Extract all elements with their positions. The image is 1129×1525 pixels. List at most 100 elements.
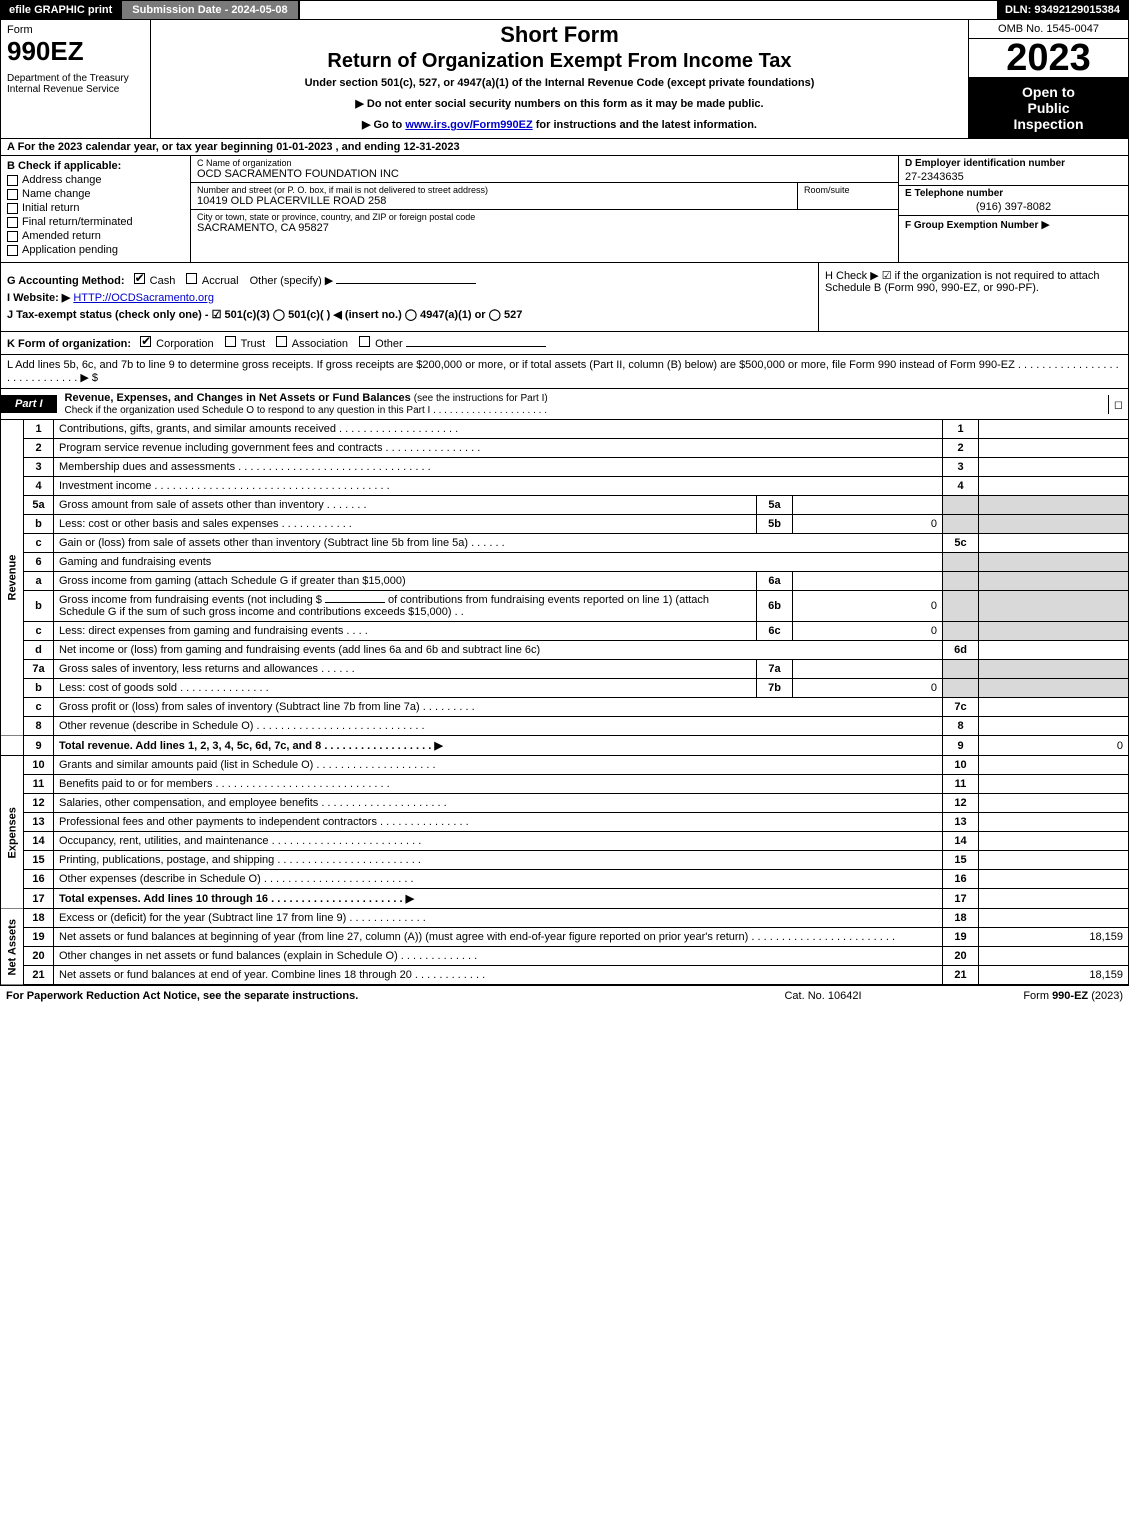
l15-num: 15 [24,851,54,870]
chk-final[interactable]: Final return/terminated [7,216,184,228]
tax-year: 2023 [969,39,1128,78]
l9-desc: Total revenue. Add lines 1, 2, 3, 4, 5c,… [54,736,943,756]
line-3: 3 Membership dues and assessments . . . … [1,458,1129,477]
chk-trust[interactable] [225,336,236,347]
l20-val [979,947,1129,966]
irs-link[interactable]: www.irs.gov/Form990EZ [405,119,532,131]
e-phone: E Telephone number (916) 397-8082 [899,186,1128,216]
l6c-sub: 6c [757,622,793,641]
c-name-value: OCD SACRAMENTO FOUNDATION INC [197,168,892,180]
chk-final-label: Final return/terminated [22,216,133,228]
l5b-sub: 5b [757,515,793,534]
l15-val [979,851,1129,870]
gh-left: G Accounting Method: Cash Accrual Other … [1,263,818,331]
l1-desc: Contributions, gifts, grants, and simila… [54,420,943,439]
part1-checkbox[interactable]: ◻ [1108,395,1128,414]
l4-ref: 4 [943,477,979,496]
l20-ref: 20 [943,947,979,966]
e-phone-value: (916) 397-8082 [905,201,1122,213]
l7c-ref: 7c [943,698,979,717]
l13-val [979,813,1129,832]
chk-other[interactable] [359,336,370,347]
l17-num: 17 [24,889,54,909]
chk-assoc[interactable] [276,336,287,347]
l18-ref: 18 [943,909,979,928]
part1-tag: Part I [1,395,57,413]
chk-corp[interactable] [140,336,151,347]
l5c-num: c [24,534,54,553]
g-label: G Accounting Method: [7,275,125,287]
l6-grey [943,553,979,572]
line-6a: a Gross income from gaming (attach Sched… [1,572,1129,591]
chk-address-label: Address change [22,174,102,186]
line-14: 14Occupancy, rent, utilities, and mainte… [1,832,1129,851]
g-other-field[interactable] [336,283,476,284]
l15-ref: 15 [943,851,979,870]
submission-date: Submission Date - 2024-05-08 [120,1,299,19]
line-19: 19Net assets or fund balances at beginni… [1,928,1129,947]
k-label: K Form of organization: [7,338,131,350]
l6b-sub: 6b [757,591,793,622]
l7c-val [979,698,1129,717]
l6b-blank[interactable] [325,602,385,603]
rev-side-cont [1,736,24,756]
line-21: 21Net assets or fund balances at end of … [1,966,1129,985]
l12-ref: 12 [943,794,979,813]
l6-num: 6 [24,553,54,572]
l8-num: 8 [24,717,54,736]
expenses-side-label: Expenses [1,756,24,909]
l16-num: 16 [24,870,54,889]
goto-tail: for instructions and the latest informat… [536,119,757,131]
l18-num: 18 [24,909,54,928]
l5a-num: 5a [24,496,54,515]
row-g: G Accounting Method: Cash Accrual Other … [7,273,812,287]
l10-desc: Grants and similar amounts paid (list in… [54,756,943,775]
no-ssn-note: ▶ Do not enter social security numbers o… [157,97,962,110]
header-left: Form 990EZ Department of the Treasury In… [1,20,151,138]
c-name-label: C Name of organization [197,158,892,168]
l7b-sub: 7b [757,679,793,698]
l19-ref: 19 [943,928,979,947]
l19-num: 19 [24,928,54,947]
chk-name[interactable]: Name change [7,188,184,200]
l6-desc: Gaming and fundraising events [54,553,943,572]
c-street-value: 10419 OLD PLACERVILLE ROAD 258 [197,195,791,207]
f-group: F Group Exemption Number ▶ [899,216,1128,262]
chk-cash[interactable] [134,273,145,284]
chk-amended[interactable]: Amended return [7,230,184,242]
chk-initial[interactable]: Initial return [7,202,184,214]
footer-form-word: Form [1023,990,1052,1002]
topbar-spacer [300,1,997,19]
open-line1: Open to [973,84,1124,100]
l5b-grey [943,515,979,534]
l5b-num: b [24,515,54,534]
l6c-greyval [979,622,1129,641]
chk-initial-label: Initial return [22,202,79,214]
l3-num: 3 [24,458,54,477]
l6a-subval [793,572,943,591]
l21-num: 21 [24,966,54,985]
row-l: L Add lines 5b, 6c, and 7b to line 9 to … [0,355,1129,389]
chk-amended-label: Amended return [22,230,101,242]
l3-val [979,458,1129,477]
c-city-label: City or town, state or province, country… [197,212,892,222]
l-text: L Add lines 5b, 6c, and 7b to line 9 to … [7,359,1119,384]
l2-val [979,439,1129,458]
row-h: H Check ▶ ☑ if the organization is not r… [818,263,1128,331]
l7b-desc: Less: cost of goods sold . . . . . . . .… [54,679,757,698]
website-link[interactable]: HTTP://OCDSacramento.org [73,292,214,304]
chk-accrual[interactable] [186,273,197,284]
l6b-d1: Gross income from fundraising events (no… [59,594,322,606]
line-5a: 5a Gross amount from sale of assets othe… [1,496,1129,515]
l17-desc: Total expenses. Add lines 10 through 16 … [54,889,943,909]
c-street: Number and street (or P. O. box, if mail… [191,183,798,209]
l17-val [979,889,1129,909]
k-other-field[interactable] [406,346,546,347]
l8-val [979,717,1129,736]
chk-pending[interactable]: Application pending [7,244,184,256]
chk-address[interactable]: Address change [7,174,184,186]
l21-val: 18,159 [979,966,1129,985]
l3-desc: Membership dues and assessments . . . . … [54,458,943,477]
line-6d: d Net income or (loss) from gaming and f… [1,641,1129,660]
l5c-val [979,534,1129,553]
